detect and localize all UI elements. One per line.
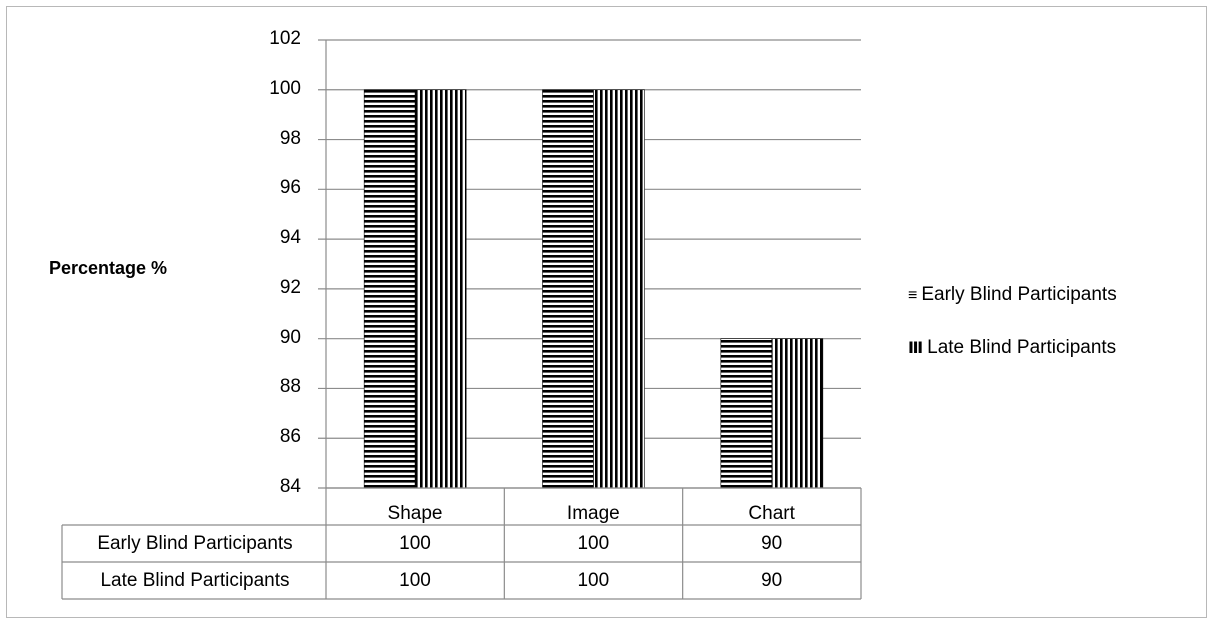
legend-item-late: Ⅲ Late Blind Participants — [908, 337, 1116, 359]
category-label-chart: Chart — [748, 503, 795, 524]
horizontal-stripes-icon: ≡ — [908, 287, 918, 304]
bar-late-shape — [414, 89, 467, 489]
y-tick-label: 88 — [279, 376, 301, 398]
bar-early-chart — [720, 338, 773, 489]
y-tick-label: 102 — [269, 28, 301, 49]
legend-item-early: ≡ Early Blind Participants — [908, 284, 1117, 306]
table-cell: 90 — [761, 570, 783, 591]
chart-frame — [6, 6, 1207, 618]
vertical-stripes-icon: Ⅲ — [908, 340, 924, 357]
bar-late-chart — [771, 338, 824, 489]
y-tick-label: 86 — [279, 426, 301, 448]
y-tick-label: 94 — [279, 227, 301, 249]
category-label-image: Image — [566, 503, 620, 524]
table-cell: 100 — [399, 533, 431, 554]
y-tick-label: 100 — [269, 77, 301, 99]
y-tick-label: 96 — [279, 177, 301, 199]
category-label-shape: Shape — [387, 503, 443, 524]
table-cell: 100 — [577, 570, 610, 591]
table-row-label: Late Blind Participants — [100, 570, 290, 591]
y-tick-label: 90 — [279, 326, 301, 348]
table-cell: 100 — [577, 533, 610, 554]
legend-label-early: Early Blind Participants — [921, 284, 1117, 305]
bar-early-shape — [363, 89, 416, 489]
bar-early-image — [542, 89, 594, 489]
table-cell: 90 — [761, 533, 783, 554]
table-row-label: Early Blind Participants — [97, 533, 293, 554]
y-axis-label: Percentage % — [49, 258, 168, 278]
bar-late-image — [593, 89, 645, 489]
legend-label-late: Late Blind Participants — [927, 337, 1117, 358]
y-tick-label: 84 — [279, 476, 301, 497]
y-tick-label: 98 — [279, 127, 301, 149]
table-cell: 100 — [399, 570, 431, 591]
y-tick-label: 92 — [279, 276, 301, 298]
